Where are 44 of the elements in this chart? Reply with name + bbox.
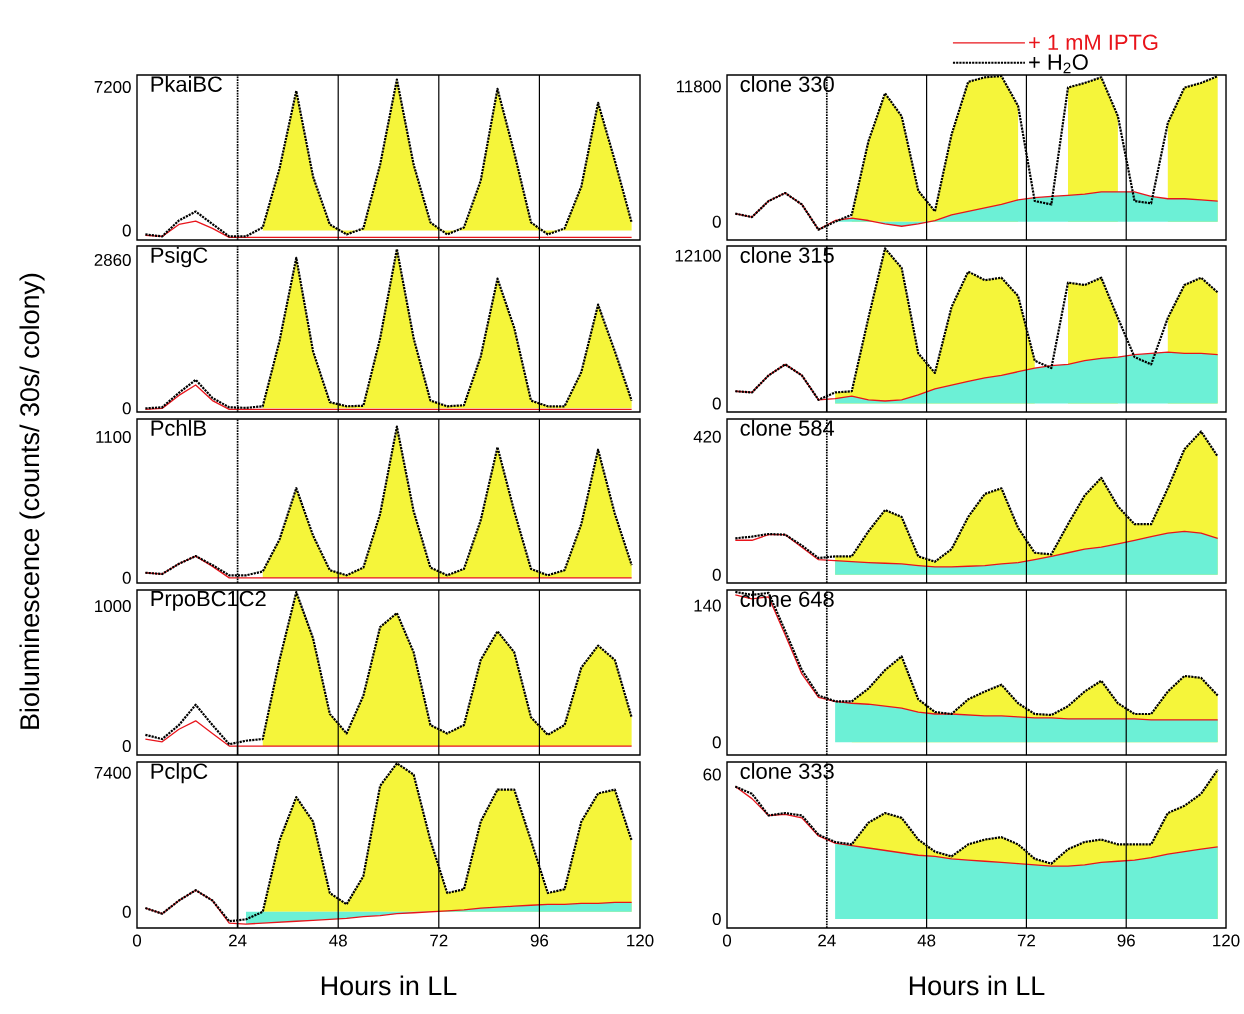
- legend-label: + H$_{2}$O: [1029, 54, 1088, 74]
- chart-title: clone 333: [740, 762, 834, 779]
- x-tick-label: 96: [530, 934, 549, 947]
- y-tick-label: 0: [122, 905, 131, 918]
- chart-title: PchlB: [151, 419, 206, 436]
- y-tick-label: 1000: [95, 600, 131, 613]
- y-tick-label: 0: [712, 215, 721, 228]
- y-axis-title: Bioluminescence (counts/ 30s/ colony): [19, 273, 45, 729]
- y-tick-label: 140: [694, 599, 721, 612]
- y-tick-label: 420: [693, 430, 721, 443]
- y-tick-label: 0: [122, 740, 131, 753]
- x-axis-title: Hours in LL: [909, 975, 1045, 996]
- y-tick-label: 11800: [676, 80, 721, 93]
- y-tick-label: 12100: [675, 249, 721, 262]
- chart-title: PsigC: [151, 246, 208, 268]
- y-tick-label: 0: [122, 571, 131, 584]
- x-tick-label: 0: [722, 934, 732, 947]
- y-tick-label: 1100: [96, 430, 131, 443]
- x-tick-label: 48: [329, 934, 347, 947]
- y-tick-label: 0: [712, 568, 721, 581]
- y-tick-label: 0: [712, 913, 721, 926]
- x-tick-label: 96: [1117, 934, 1135, 947]
- legend-label: + 1 mM IPTG: [1029, 34, 1158, 51]
- y-tick-label: 7200: [94, 80, 131, 93]
- y-tick-label: 60: [703, 768, 721, 781]
- y-tick-label: 0: [712, 736, 721, 749]
- y-tick-label: 0: [122, 402, 131, 415]
- y-tick-label: 0: [712, 397, 721, 410]
- x-tick-label: 24: [818, 934, 836, 947]
- chart-title: clone 330: [740, 75, 834, 92]
- x-tick-label: 24: [229, 934, 247, 947]
- chart-title: PclpC: [151, 762, 208, 784]
- x-tick-label: 0: [132, 934, 142, 947]
- x-tick-label: 48: [917, 934, 936, 947]
- x-tick-label: 120: [1213, 934, 1240, 947]
- x-tick-label: 72: [1017, 934, 1035, 947]
- chart-title: PkaiBC: [151, 75, 223, 92]
- x-axis-title: Hours in LL: [321, 975, 457, 996]
- y-tick-label: 0: [122, 224, 131, 237]
- x-tick-label: 120: [627, 934, 654, 947]
- chart-title: clone 584: [740, 419, 835, 436]
- y-tick-label: 2860: [94, 254, 131, 266]
- y-tick-label: 7400: [94, 766, 131, 779]
- x-tick-label: 72: [430, 934, 448, 947]
